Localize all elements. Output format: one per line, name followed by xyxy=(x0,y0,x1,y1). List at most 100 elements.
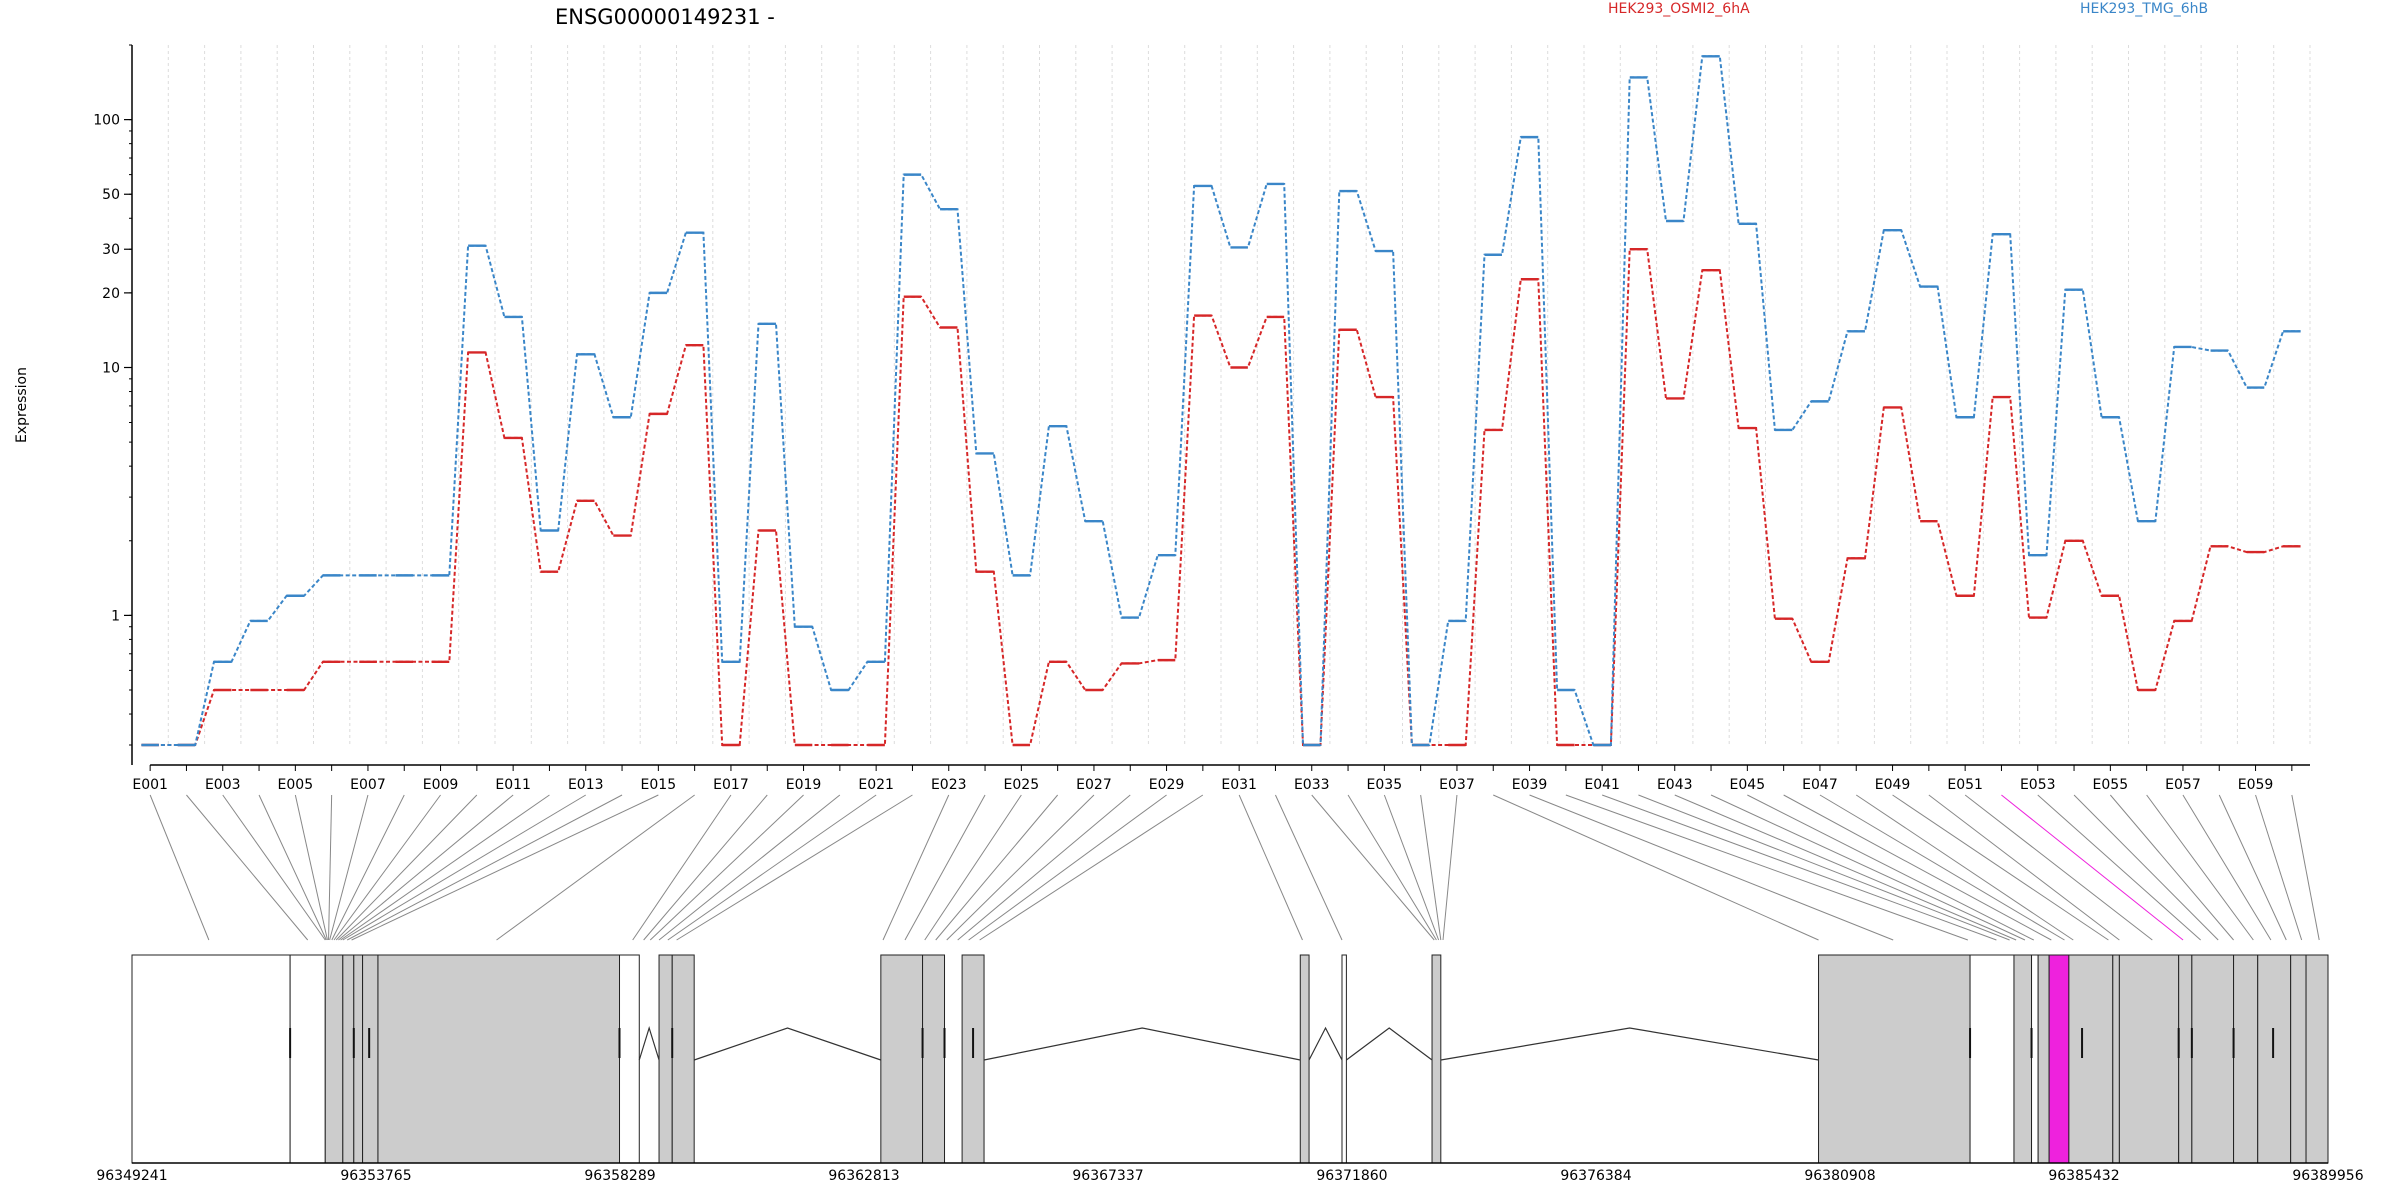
legend-series-1: HEK293_OSMI2_6hA xyxy=(1608,1,1750,17)
x-tick-label: E049 xyxy=(1875,777,1911,793)
x-tick-label: E023 xyxy=(931,777,967,793)
exon-connector xyxy=(1819,794,2065,941)
exon-connector xyxy=(1238,794,1303,941)
intron-line xyxy=(1440,1027,1819,1061)
x-tick-label: E029 xyxy=(1149,777,1185,793)
exon-connector xyxy=(935,794,1059,941)
gene-model: 96349241 96353765 96358289 96362813 96367337… xyxy=(96,954,2364,1184)
intron-line xyxy=(983,1027,1301,1061)
exon-connector xyxy=(1529,794,1894,941)
exon-block xyxy=(353,954,364,1164)
exon-connector xyxy=(258,794,327,941)
genomic-position-label: 96362813 xyxy=(828,1168,899,1184)
exon-block xyxy=(2112,954,2120,1164)
y-tick-label: 50 xyxy=(102,187,120,203)
exon-block xyxy=(2305,954,2329,1164)
exon-connector xyxy=(2255,794,2303,941)
exon-connector xyxy=(904,794,986,941)
exon-connector xyxy=(2291,794,2320,941)
exon-connector xyxy=(329,794,369,941)
exon-connector xyxy=(882,794,950,941)
exon-block xyxy=(880,954,924,1164)
exon-connector xyxy=(2109,794,2234,941)
chart-title: ENSG00000149231 - xyxy=(555,5,775,29)
x-tick-label: E017 xyxy=(713,777,749,793)
exon-connector xyxy=(328,794,333,941)
exon-connector xyxy=(2182,794,2272,941)
exon-connector xyxy=(632,794,732,941)
exon-connector xyxy=(496,794,695,941)
x-tick-label: E013 xyxy=(568,777,604,793)
x-tick-label: E019 xyxy=(786,777,822,793)
exon-block xyxy=(1299,954,1310,1164)
exon-connector xyxy=(658,794,841,941)
legend-series-2: HEK293_TMG_6hB xyxy=(2080,1,2208,17)
exon-connector xyxy=(1747,794,2034,941)
x-tick-label: E041 xyxy=(1584,777,1620,793)
exon-block xyxy=(2013,954,2033,1164)
exon-block xyxy=(619,954,640,1164)
exon-connector xyxy=(1710,794,2026,941)
x-tick-label: E035 xyxy=(1367,777,1403,793)
genomic-position-label: 96371860 xyxy=(1316,1168,1387,1184)
genomic-position-label: 96385432 xyxy=(2048,1168,2119,1184)
exon-block xyxy=(324,954,344,1164)
exon-block xyxy=(2290,954,2307,1164)
exon-block xyxy=(2257,954,2292,1164)
exon-block xyxy=(377,954,621,1164)
exon-connector xyxy=(149,794,210,941)
exon-connector xyxy=(649,794,804,941)
x-tick-label: E025 xyxy=(1004,777,1040,793)
exon-connector xyxy=(351,794,659,941)
exon-block xyxy=(289,954,326,1164)
exon-block xyxy=(2031,954,2039,1164)
x-tick-label: E003 xyxy=(205,777,241,793)
exon-connector xyxy=(968,794,1167,941)
x-tick-label: E043 xyxy=(1657,777,1693,793)
exon-connector xyxy=(333,794,441,941)
exon-connector xyxy=(1601,794,1997,941)
exon-connector xyxy=(979,794,1204,941)
x-tick-label: E001 xyxy=(132,777,168,793)
exon-block xyxy=(1818,954,1971,1164)
exon-block xyxy=(2178,954,2193,1164)
exon-block xyxy=(362,954,379,1164)
exon-connector xyxy=(1383,794,1440,941)
exon-block xyxy=(1341,954,1347,1164)
exon-connector xyxy=(2037,794,2201,941)
y-tick-label: 100 xyxy=(93,113,120,129)
genomic-position-label: 96380908 xyxy=(1804,1168,1875,1184)
exon-block xyxy=(1969,954,2015,1164)
exon-connector xyxy=(1892,794,2109,941)
exon-connector xyxy=(294,794,328,941)
exon-connector xyxy=(1928,794,2120,941)
x-tick-label: E051 xyxy=(1947,777,1983,793)
exon-block xyxy=(658,954,673,1164)
x-tick-label: E037 xyxy=(1439,777,1475,793)
exon-connector xyxy=(222,794,326,941)
x-tick-label: E057 xyxy=(2165,777,2201,793)
exon-connector xyxy=(2073,794,2219,941)
exon-block xyxy=(2233,954,2259,1164)
exon-connector xyxy=(643,794,768,941)
exon-block xyxy=(671,954,695,1164)
x-tick-label: E039 xyxy=(1512,777,1548,793)
exon-connector xyxy=(924,794,1022,941)
x-tick-label: E007 xyxy=(350,777,386,793)
x-tick-label: E055 xyxy=(2093,777,2129,793)
exon-connector xyxy=(340,794,550,941)
exon-block xyxy=(2118,954,2180,1164)
exon-connector xyxy=(2218,794,2287,941)
exon-connector xyxy=(1493,794,1819,941)
exon-connector xyxy=(331,794,405,941)
genomic-position-label: 96367337 xyxy=(1072,1168,1143,1184)
axes: 1 10 20 30 50 100 E001 E003 E005 E007 E009 E011 E013… xyxy=(93,44,2310,793)
exon-block xyxy=(1431,954,1442,1164)
exon-connector xyxy=(1964,794,2153,941)
genomic-position-label: 96349241 xyxy=(96,1168,167,1184)
y-tick-label: 10 xyxy=(102,361,120,377)
x-tick-label: E027 xyxy=(1076,777,1112,793)
exon-connector xyxy=(1855,794,2074,941)
x-tick-label: E047 xyxy=(1802,777,1838,793)
